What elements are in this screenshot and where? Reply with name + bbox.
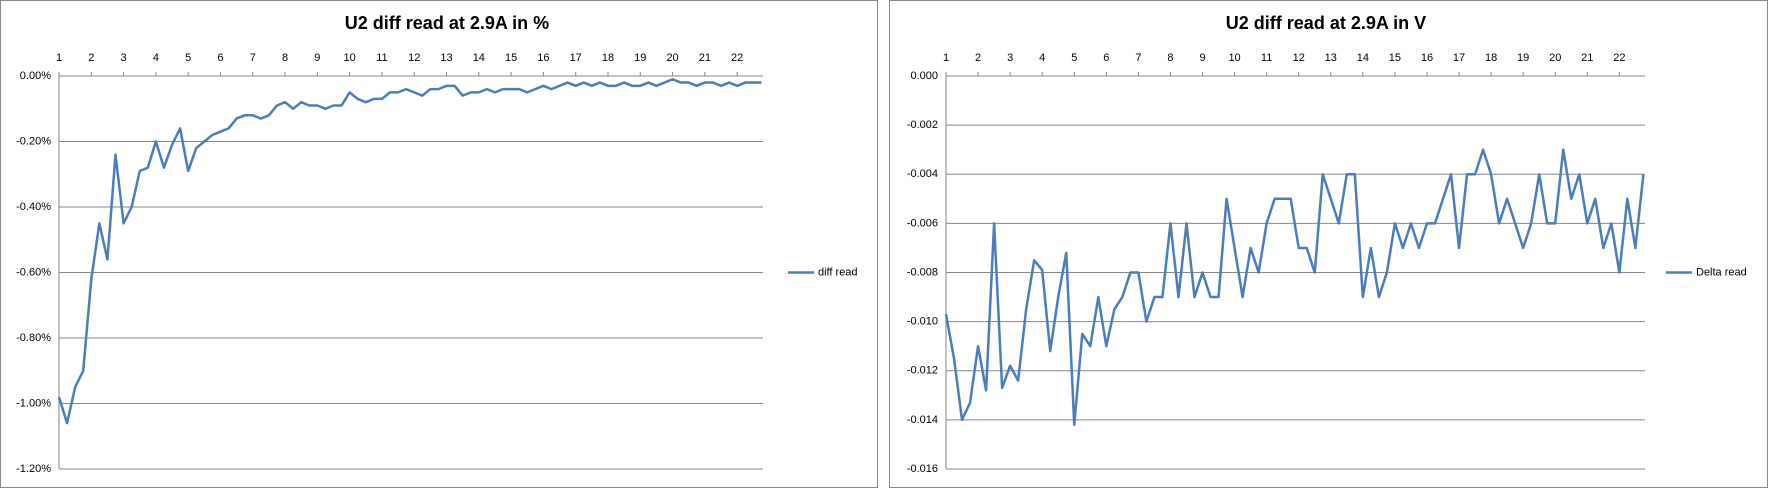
x-tick-label: 7 (1135, 52, 1141, 64)
x-tick-label: 19 (1517, 52, 1529, 64)
y-tick-label: -1.20% (16, 463, 51, 475)
x-tick-label: 4 (153, 52, 159, 64)
x-tick-label: 21 (1581, 52, 1593, 64)
x-tick-label: 4 (1039, 52, 1045, 64)
x-tick-label: 3 (1007, 52, 1013, 64)
chart-title: U2 diff read at 2.9A in V (1226, 13, 1426, 33)
chart-frame (0, 0, 878, 488)
data-line (57, 78, 762, 425)
y-tick-label: -0.20% (16, 135, 51, 147)
y-tick-label: -0.010 (907, 316, 938, 328)
x-tick-label: 5 (185, 52, 191, 64)
y-tick-label: -0.006 (907, 217, 938, 229)
y-tick-label: -0.40% (16, 201, 51, 213)
x-tick-label: 14 (473, 52, 485, 64)
x-tick-label: 11 (376, 52, 387, 64)
x-tick-label: 17 (1453, 52, 1465, 64)
x-tick-label: 20 (666, 52, 678, 64)
x-tick-label: 11 (1261, 52, 1272, 64)
x-tick-label: 13 (440, 52, 452, 64)
x-tick-label: 5 (1071, 52, 1077, 64)
y-tick-label: 0.000 (910, 70, 938, 82)
legend-label: diff read (818, 266, 858, 278)
y-tick-label: -0.80% (16, 332, 51, 344)
x-tick-label: 15 (505, 52, 517, 64)
x-tick-label: 12 (1293, 52, 1305, 64)
x-tick-label: 20 (1549, 52, 1561, 64)
y-tick-label: -0.012 (907, 365, 938, 377)
x-tick-label: 6 (1103, 52, 1109, 64)
x-tick-label: 1 (56, 52, 62, 64)
y-tick-label: -0.004 (907, 168, 938, 180)
x-tick-label: 18 (602, 52, 614, 64)
x-tick-label: 10 (344, 52, 356, 64)
x-tick-label: 22 (1613, 52, 1625, 64)
chart-frame (889, 0, 1768, 488)
x-tick-label: 7 (250, 52, 256, 64)
x-tick-label: 12 (408, 52, 420, 64)
y-tick-label: -0.014 (907, 414, 938, 426)
x-tick-label: 2 (88, 52, 94, 64)
x-tick-label: 2 (975, 52, 981, 64)
y-tick-label: -0.60% (16, 266, 51, 278)
x-tick-label: 17 (570, 52, 582, 64)
x-tick-label: 21 (699, 52, 711, 64)
x-tick-label: 16 (1421, 52, 1433, 64)
x-tick-label: 8 (282, 52, 288, 64)
x-tick-label: 22 (731, 52, 743, 64)
data-line (944, 148, 1645, 427)
y-tick-label: -1.00% (16, 397, 51, 409)
x-tick-label: 9 (1199, 52, 1205, 64)
x-tick-label: 16 (537, 52, 549, 64)
x-tick-label: 14 (1357, 52, 1369, 64)
x-tick-label: 19 (634, 52, 646, 64)
x-tick-label: 8 (1167, 52, 1173, 64)
x-tick-label: 6 (217, 52, 223, 64)
legend-label: Delta read (1696, 266, 1747, 278)
x-tick-label: 15 (1389, 52, 1401, 64)
chart-title: U2 diff read at 2.9A in % (345, 13, 549, 33)
x-tick-label: 10 (1228, 52, 1240, 64)
y-tick-label: -0.008 (907, 266, 938, 278)
x-tick-label: 13 (1325, 52, 1337, 64)
y-tick-label: -0.016 (907, 463, 938, 475)
x-tick-label: 3 (121, 52, 127, 64)
y-tick-label: 0.00% (20, 70, 51, 82)
x-tick-label: 18 (1485, 52, 1497, 64)
y-tick-label: -0.002 (907, 119, 938, 131)
x-tick-label: 9 (314, 52, 320, 64)
x-tick-label: 1 (943, 52, 949, 64)
